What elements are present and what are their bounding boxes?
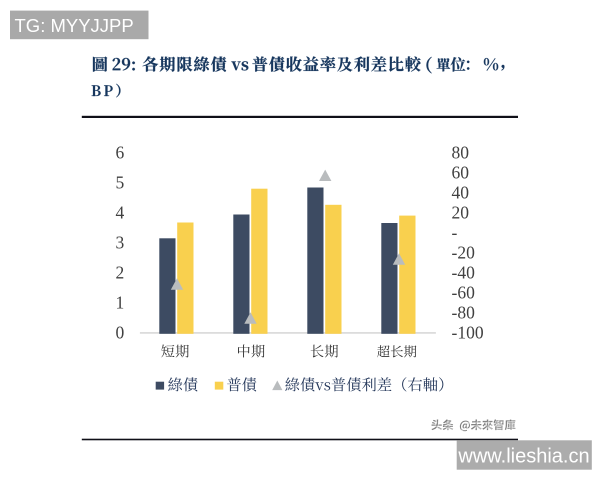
svg-text:40: 40 <box>452 182 470 202</box>
svg-text:2: 2 <box>116 263 125 283</box>
svg-text:6: 6 <box>116 142 125 162</box>
svg-text:0: 0 <box>116 323 125 343</box>
svg-text:-100: -100 <box>452 323 484 343</box>
svg-text:1: 1 <box>116 293 125 313</box>
svg-text:-60: -60 <box>452 283 476 303</box>
svg-text:20: 20 <box>452 202 470 222</box>
svg-text:-80: -80 <box>452 303 476 323</box>
svg-text:-20: -20 <box>452 243 476 263</box>
svg-text:-: - <box>452 223 458 243</box>
svg-text:60: 60 <box>452 162 470 182</box>
svg-text:4: 4 <box>116 202 125 222</box>
svg-text:www.lieshia.cn: www.lieshia.cn <box>457 445 589 467</box>
svg-text:TG: MYYJJPP: TG: MYYJJPP <box>15 15 134 36</box>
svg-text:5: 5 <box>116 172 125 192</box>
svg-text:80: 80 <box>452 142 470 162</box>
svg-text:3: 3 <box>116 233 125 253</box>
svg-text:-40: -40 <box>452 263 476 283</box>
